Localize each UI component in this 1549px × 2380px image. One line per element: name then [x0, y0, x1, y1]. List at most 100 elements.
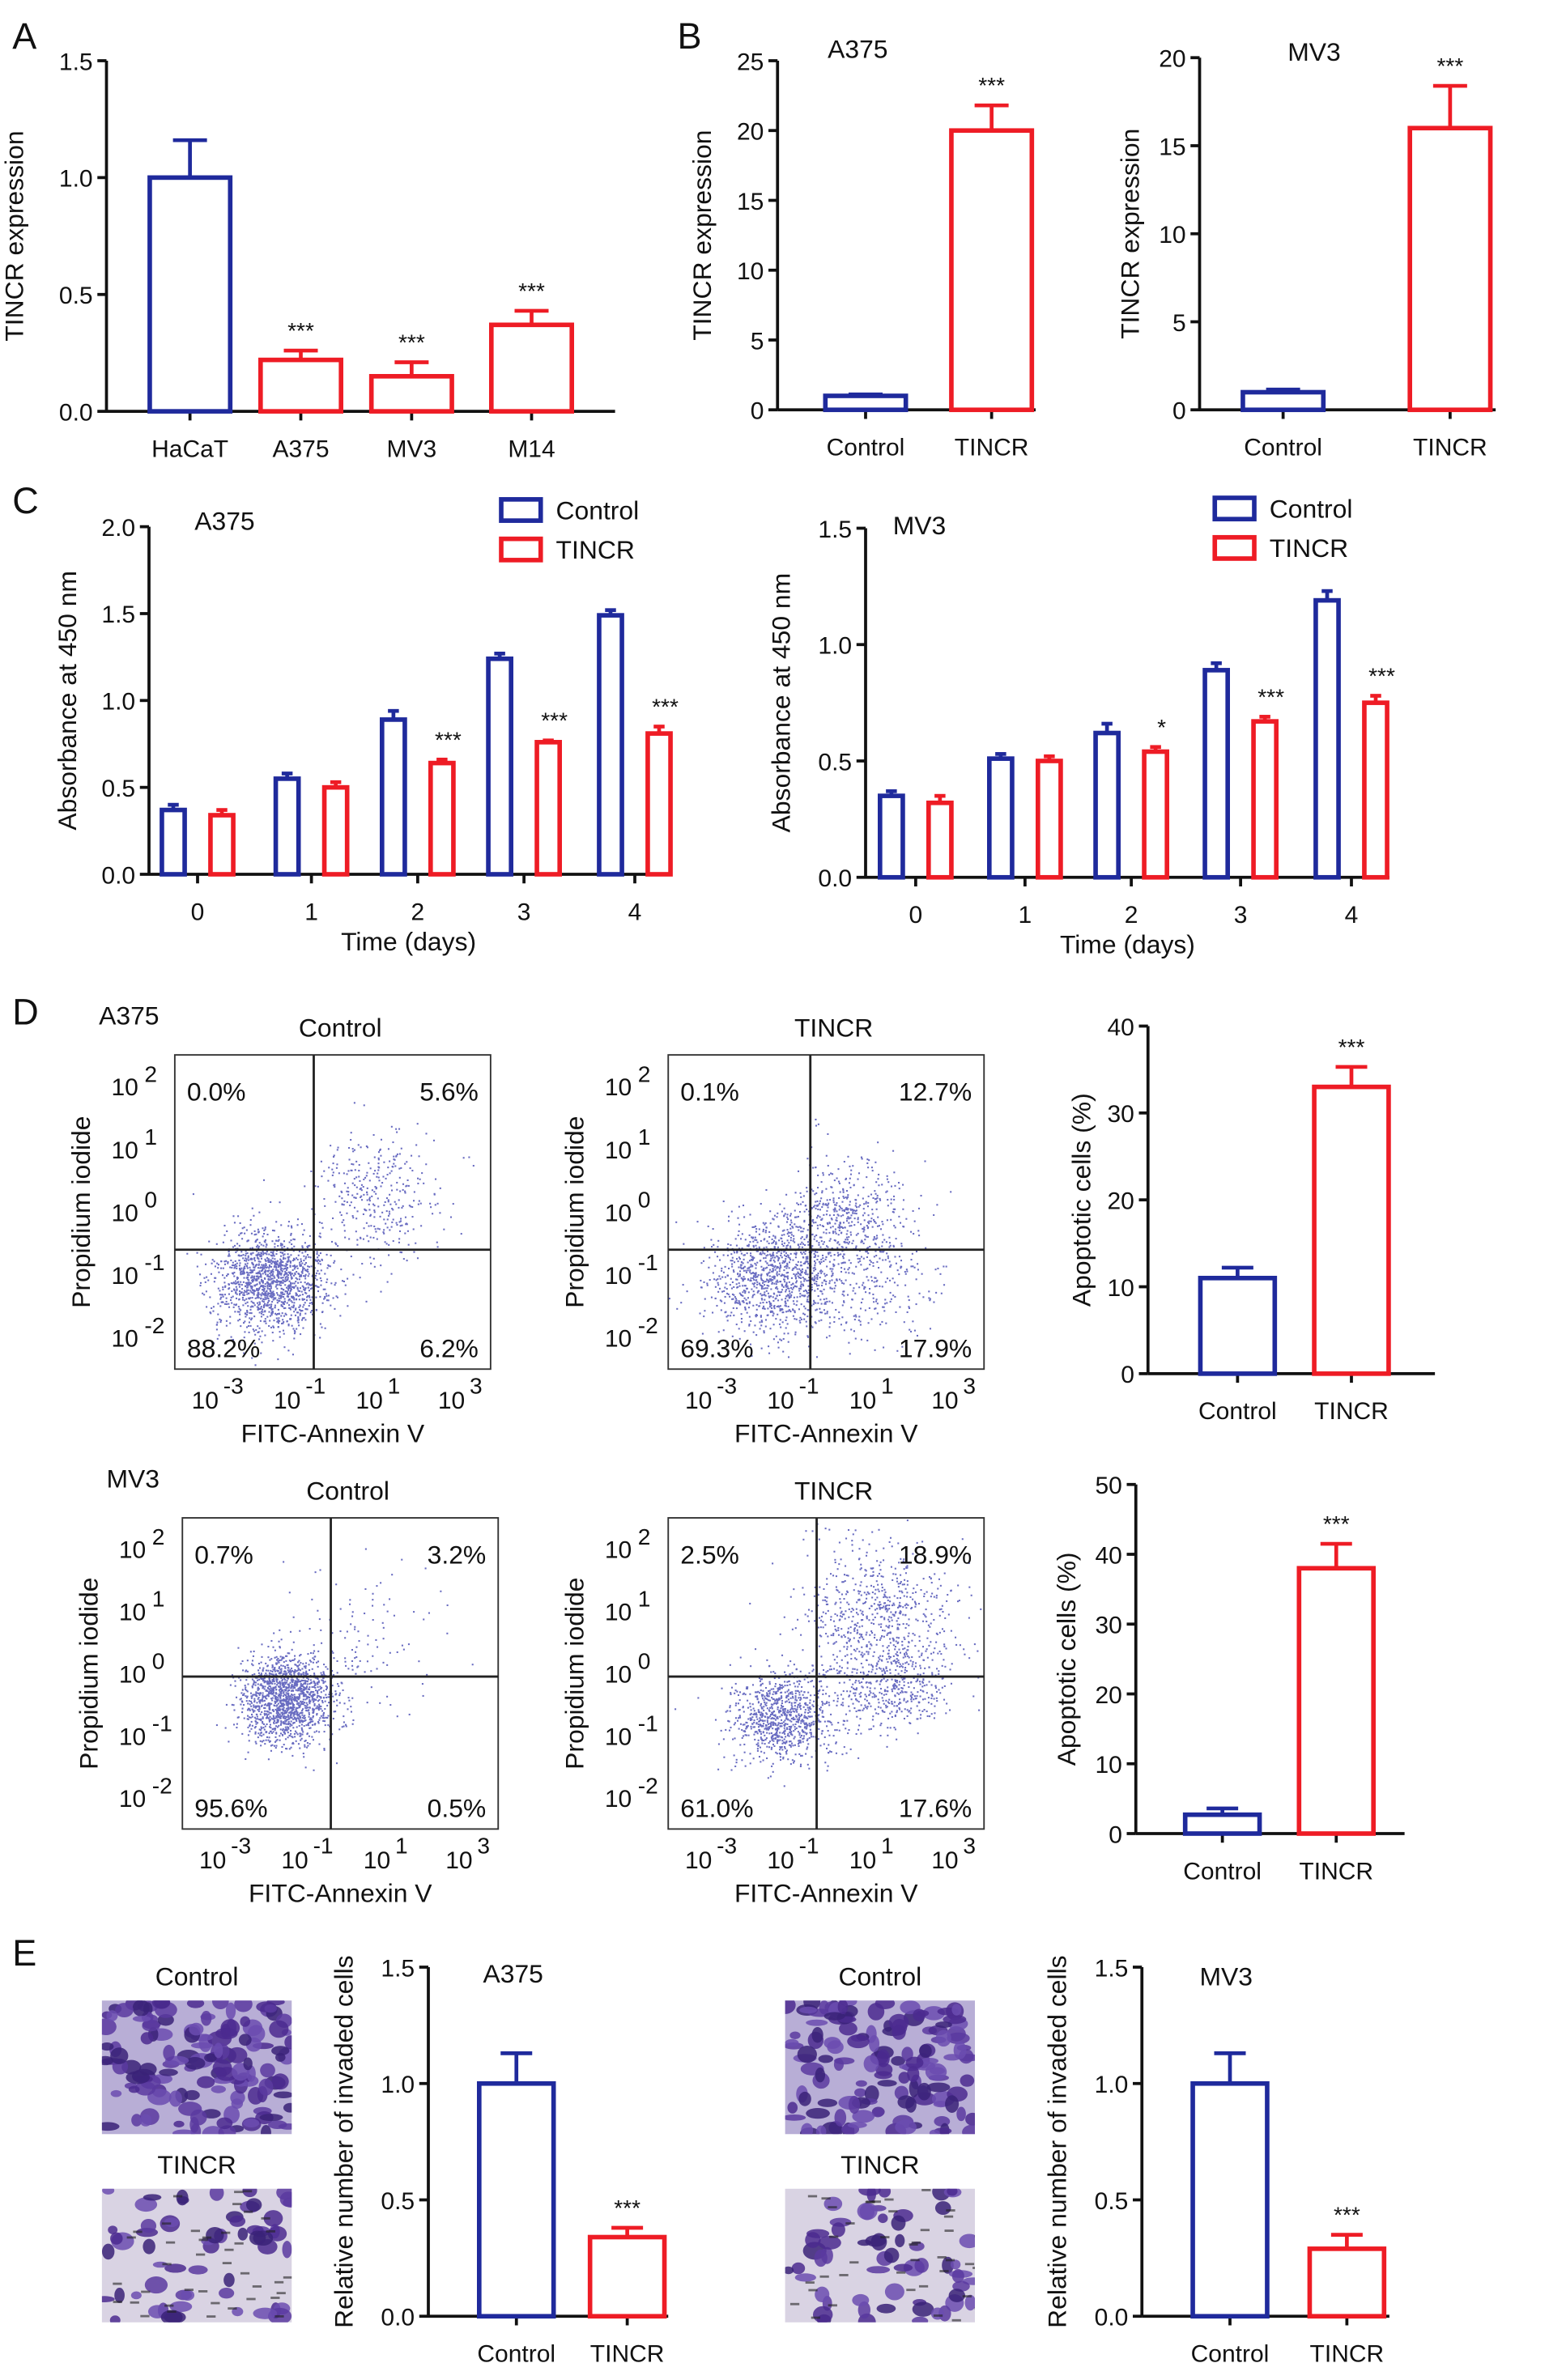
- event-dot: [264, 1697, 267, 1699]
- event-dot: [783, 1274, 785, 1277]
- event-dot: [253, 1673, 256, 1676]
- event-dot: [262, 1227, 264, 1230]
- event-dot: [789, 1236, 792, 1239]
- event-dot: [253, 1258, 255, 1260]
- event-dot: [306, 1308, 309, 1311]
- event-dot: [400, 1147, 402, 1150]
- event-dot: [735, 1299, 738, 1302]
- event-dot: [825, 1232, 828, 1235]
- event-dot: [825, 1228, 828, 1230]
- event-dot: [338, 1172, 340, 1175]
- event-dot: [790, 1294, 793, 1296]
- event-dot: [257, 1256, 259, 1259]
- event-dot: [257, 1679, 259, 1681]
- event-dot: [794, 1266, 796, 1269]
- event-dot: [731, 1256, 734, 1259]
- event-dot: [277, 1660, 279, 1662]
- bar-Control: [823, 393, 909, 413]
- event-dot: [429, 1202, 432, 1205]
- event-dot: [283, 1240, 286, 1243]
- event-dot: [260, 1312, 263, 1315]
- event-dot: [909, 1328, 911, 1331]
- event-dot: [774, 1256, 777, 1259]
- event-dot: [310, 1681, 313, 1685]
- event-dot: [275, 1722, 278, 1724]
- event-dot: [862, 1197, 864, 1200]
- event-dot: [915, 1278, 917, 1281]
- x-axis-label: Time (days): [1060, 930, 1195, 959]
- event-dot: [264, 1226, 266, 1229]
- event-dot: [286, 1302, 288, 1304]
- event-dot: [279, 1280, 281, 1283]
- event-dot: [276, 1707, 279, 1710]
- event-dot: [243, 1352, 245, 1354]
- event-dot: [257, 1686, 259, 1689]
- event-dot: [831, 1275, 833, 1277]
- event-dot: [791, 1269, 794, 1271]
- event-dot: [802, 1277, 804, 1279]
- event-dot: [730, 1244, 732, 1247]
- x-tick-exponent: 3: [470, 1373, 483, 1398]
- event-dot: [760, 1277, 762, 1279]
- event-dot: [267, 1275, 270, 1277]
- event-dot: [257, 1688, 260, 1690]
- event-dot: [266, 1715, 268, 1718]
- event-dot: [886, 1178, 888, 1180]
- event-dot: [264, 1270, 266, 1273]
- event-dot: [256, 1306, 258, 1308]
- event-dot: [266, 1287, 269, 1290]
- event-dot: [353, 1102, 355, 1104]
- event-dot: [699, 1312, 701, 1315]
- event-dot: [309, 1727, 312, 1729]
- event-dot: [266, 1303, 268, 1306]
- event-dot: [395, 1155, 398, 1158]
- event-dot: [268, 1307, 270, 1309]
- event-dot: [254, 1364, 257, 1366]
- event-dot: [785, 1267, 788, 1269]
- event-dot: [284, 1284, 287, 1286]
- event-dot: [842, 1214, 845, 1217]
- event-dot: [270, 1307, 272, 1309]
- x-tick-label: Control: [1191, 2341, 1270, 2368]
- event-dot: [756, 1275, 759, 1277]
- event-dot: [816, 1217, 819, 1219]
- event-dot: [805, 1205, 807, 1207]
- event-dot: [229, 1266, 232, 1269]
- event-dot: [731, 1293, 734, 1295]
- event-dot: [262, 1685, 264, 1688]
- chart-title: A375: [194, 506, 254, 535]
- event-dot: [271, 1252, 274, 1254]
- event-dot: [806, 1241, 809, 1243]
- x-tick-label: 4: [1345, 902, 1359, 929]
- event-dot: [266, 1302, 269, 1304]
- event-dot: [892, 1195, 896, 1197]
- event-dot: [781, 1274, 784, 1277]
- event-dot: [273, 1689, 275, 1691]
- event-dot: [220, 1294, 223, 1296]
- event-dot: [307, 1275, 309, 1277]
- event-dot: [781, 1339, 783, 1341]
- event-dot: [365, 1300, 368, 1303]
- event-dot: [277, 1308, 279, 1311]
- event-dot: [292, 1669, 294, 1672]
- event-dot: [336, 1149, 338, 1151]
- event-dot: [300, 1662, 302, 1664]
- event-dot: [883, 1310, 886, 1312]
- event-dot: [808, 1210, 811, 1213]
- event-dot: [306, 1681, 309, 1683]
- event-dot: [776, 1273, 778, 1275]
- event-dot: [875, 1254, 878, 1257]
- event-dot: [383, 1161, 385, 1163]
- event-dot: [756, 1283, 759, 1286]
- event-dot: [257, 1669, 260, 1672]
- event-dot: [276, 1260, 279, 1262]
- event-dot: [276, 1262, 279, 1264]
- event-dot: [274, 1736, 277, 1738]
- x-tick-label: 1: [304, 899, 318, 925]
- event-dot: [788, 1295, 790, 1298]
- event-dot: [295, 1307, 297, 1310]
- event-dot: [235, 1292, 237, 1294]
- event-dot: [800, 1264, 802, 1267]
- event-dot: [266, 1256, 269, 1259]
- event-dot: [890, 1198, 892, 1201]
